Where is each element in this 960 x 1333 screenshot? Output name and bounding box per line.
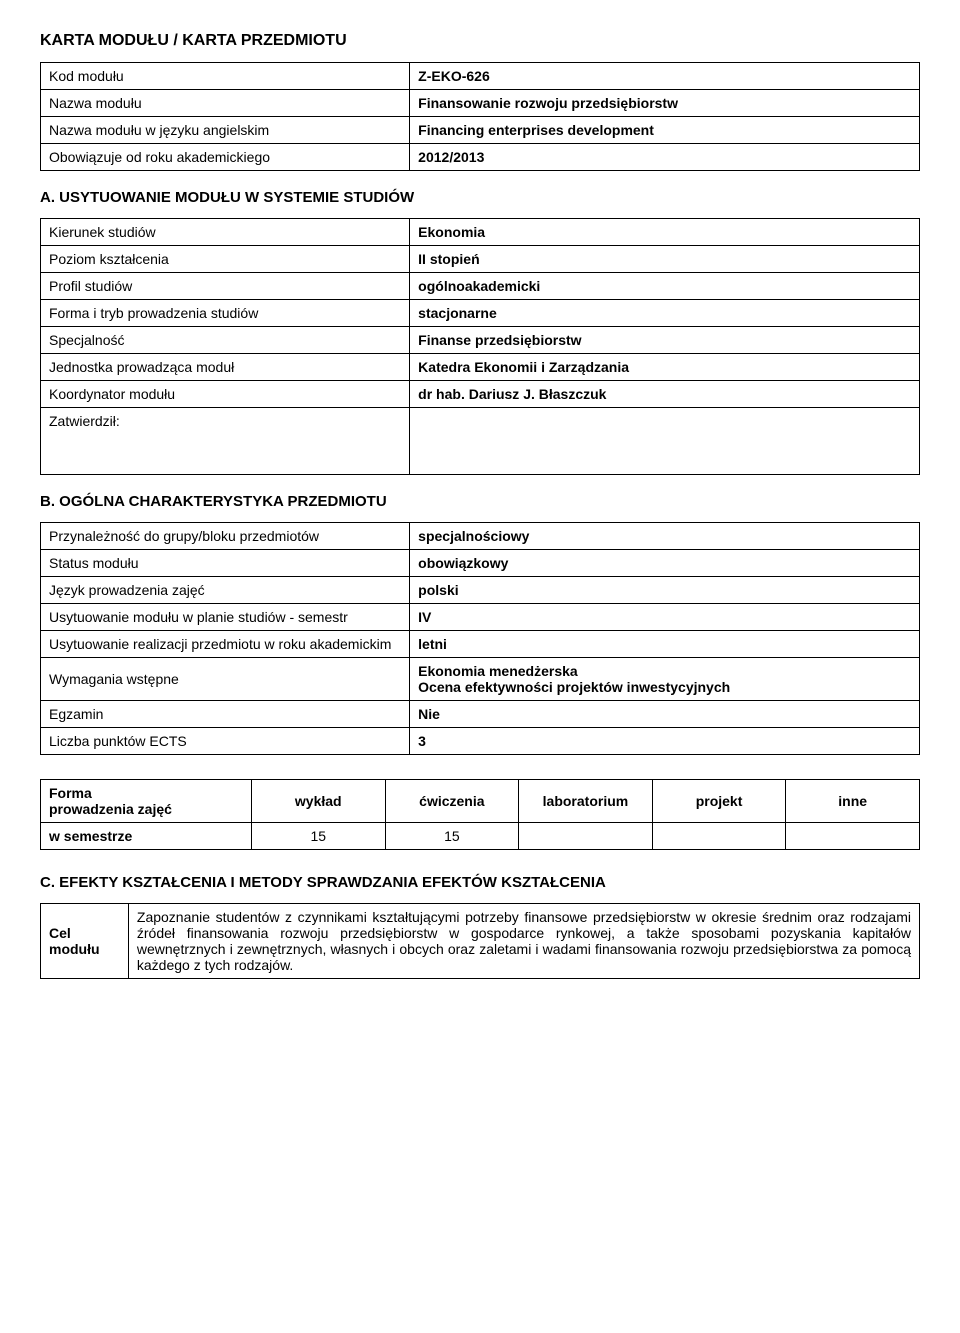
cell-value: ogólnoakademicki [410,273,920,300]
cell-value [786,823,920,850]
cell-value: 15 [251,823,385,850]
table-row: Jednostka prowadząca moduł Katedra Ekono… [41,354,920,381]
cell-label: Usytuowanie realizacji przedmiotu w roku… [41,631,410,658]
cell-value: Katedra Ekonomii i Zarządzania [410,354,920,381]
table-row: Język prowadzenia zajęć polski [41,577,920,604]
cell-label: Wymagania wstępne [41,658,410,701]
cell-value: 3 [410,728,920,755]
cell-label: Przynależność do grupy/bloku przedmiotów [41,523,410,550]
table-row: Kod modułu Z-EKO-626 [41,63,920,90]
table-row: Wymagania wstępne Ekonomia menedżerska O… [41,658,920,701]
table-row: Nazwa modułu w języku angielskim Financi… [41,117,920,144]
table-row: Koordynator modułu dr hab. Dariusz J. Bł… [41,381,920,408]
section-b-table: Przynależność do grupy/bloku przedmiotów… [40,522,920,755]
forma-table: Forma prowadzenia zajęć wykład ćwiczenia… [40,779,920,850]
forma-l2: prowadzenia zajęć [49,801,172,817]
col-header: laboratorium [519,780,653,823]
table-row: Profil studiów ogólnoakademicki [41,273,920,300]
col-header: projekt [652,780,786,823]
forma-l1: Forma [49,785,92,801]
cell-value: Z-EKO-626 [410,63,920,90]
cell-value: obowiązkowy [410,550,920,577]
cell-label: Specjalność [41,327,410,354]
req-line-2: Ocena efektywności projektów inwestycyjn… [418,679,730,695]
cell-label: Cel modułu [41,904,129,979]
cell-value [519,823,653,850]
cell-label: Kod modułu [41,63,410,90]
cell-label: Kierunek studiów [41,219,410,246]
cell-label: Nazwa modułu w języku angielskim [41,117,410,144]
col-header: inne [786,780,920,823]
table-row: Zatwierdził: [41,408,920,475]
cell-value: Zapoznanie studentów z czynnikami kształ… [128,904,919,979]
cell-label: Forma i tryb prowadzenia studiów [41,300,410,327]
module-header-table: Kod modułu Z-EKO-626 Nazwa modułu Finans… [40,62,920,171]
cel-l1: Cel [49,925,71,941]
cell-value: 15 [385,823,519,850]
cell-label: Język prowadzenia zajęć [41,577,410,604]
table-row: Przynależność do grupy/bloku przedmiotów… [41,523,920,550]
table-row: w semestrze 15 15 [41,823,920,850]
table-row: Specjalność Finanse przedsiębiorstw [41,327,920,354]
cell-value: Nie [410,701,920,728]
cell-value: polski [410,577,920,604]
page-title: KARTA MODUŁU / KARTA PRZEDMIOTU [40,32,920,50]
table-row: Cel modułu Zapoznanie studentów z czynni… [41,904,920,979]
section-a-heading: A. USYTUOWANIE MODUŁU W SYSTEMIE STUDIÓW [40,189,920,206]
cell-label: Forma prowadzenia zajęć [41,780,252,823]
table-row: Usytuowanie modułu w planie studiów - se… [41,604,920,631]
cell-value: specjalnościowy [410,523,920,550]
req-line-1: Ekonomia menedżerska [418,663,578,679]
cell-value: stacjonarne [410,300,920,327]
table-row: Status modułu obowiązkowy [41,550,920,577]
section-b-heading: B. OGÓLNA CHARAKTERYSTYKA PRZEDMIOTU [40,493,920,510]
table-row: Egzamin Nie [41,701,920,728]
cell-label: Jednostka prowadząca moduł [41,354,410,381]
cell-value: Ekonomia [410,219,920,246]
cell-label: Egzamin [41,701,410,728]
table-row: Obowiązuje od roku akademickiego 2012/20… [41,144,920,171]
cell-label: Profil studiów [41,273,410,300]
section-a-table: Kierunek studiów Ekonomia Poziom kształc… [40,218,920,475]
cell-label: Usytuowanie modułu w planie studiów - se… [41,604,410,631]
cell-label: Liczba punktów ECTS [41,728,410,755]
table-row: Forma prowadzenia zajęć wykład ćwiczenia… [41,780,920,823]
col-header: ćwiczenia [385,780,519,823]
table-row: Usytuowanie realizacji przedmiotu w roku… [41,631,920,658]
cel-table: Cel modułu Zapoznanie studentów z czynni… [40,903,920,979]
col-header: wykład [251,780,385,823]
cell-value [410,408,920,475]
cell-label: Nazwa modułu [41,90,410,117]
table-row: Nazwa modułu Finansowanie rozwoju przeds… [41,90,920,117]
cell-value: 2012/2013 [410,144,920,171]
cell-value [652,823,786,850]
cell-label: Status modułu [41,550,410,577]
cell-value: IV [410,604,920,631]
cell-value: II stopień [410,246,920,273]
cell-label: Zatwierdził: [41,408,410,475]
cell-value: letni [410,631,920,658]
table-row: Forma i tryb prowadzenia studiów stacjon… [41,300,920,327]
cell-value: Financing enterprises development [410,117,920,144]
cell-label: Obowiązuje od roku akademickiego [41,144,410,171]
cell-value: Finanse przedsiębiorstw [410,327,920,354]
table-row: Poziom kształcenia II stopień [41,246,920,273]
section-c-heading: C. EFEKTY KSZTAŁCENIA I METODY SPRAWDZAN… [40,874,920,891]
table-row: Liczba punktów ECTS 3 [41,728,920,755]
cell-value: Ekonomia menedżerska Ocena efektywności … [410,658,920,701]
cell-value: dr hab. Dariusz J. Błaszczuk [410,381,920,408]
cell-label: Koordynator modułu [41,381,410,408]
cell-label: Poziom kształcenia [41,246,410,273]
cell-label: w semestrze [41,823,252,850]
table-row: Kierunek studiów Ekonomia [41,219,920,246]
cell-value: Finansowanie rozwoju przedsiębiorstw [410,90,920,117]
cel-l2: modułu [49,941,100,957]
